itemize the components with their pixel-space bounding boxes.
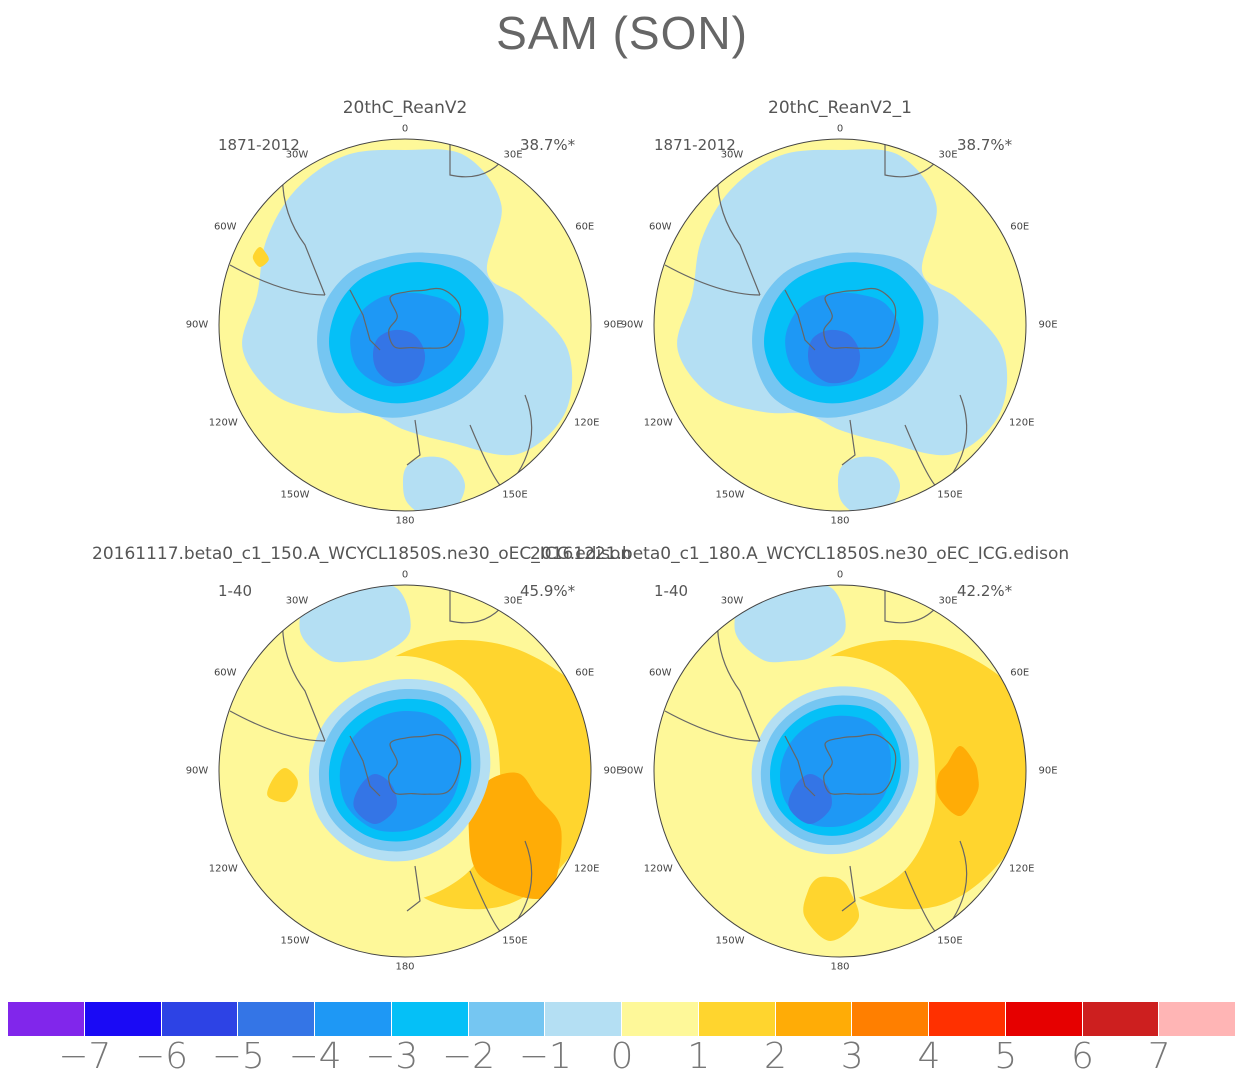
colorbar-tick-label: 1 <box>687 1036 711 1077</box>
lon-label-30e: 30E <box>503 149 523 161</box>
panel-variance: 42.2%* <box>957 582 1013 600</box>
colorbar-tick-label: 4 <box>917 1036 941 1077</box>
lon-label-120w: 120W <box>643 863 673 875</box>
colorbar-swatch <box>84 1002 162 1036</box>
colorbar-tick-label: −1 <box>518 1036 572 1077</box>
panel-title: 20thC_ReanV2_1 <box>768 98 912 118</box>
lon-label-90w: 90W <box>620 319 644 331</box>
colorbar-swatch <box>1082 1002 1160 1036</box>
lon-label-0: 0 <box>836 569 844 581</box>
colorbar-swatch <box>315 1002 392 1036</box>
panel-title: 20161221.beta0_c1_180.A_WCYCL1850S.ne30_… <box>530 544 1070 564</box>
colorbar-swatch <box>929 1002 1006 1036</box>
lon-label-30e: 30E <box>938 149 958 161</box>
lon-label-150w: 150W <box>715 935 745 947</box>
colorbar-tick-label: 7 <box>1147 1036 1171 1077</box>
colorbar-swatch <box>468 1002 546 1036</box>
lon-label-30e: 30E <box>938 595 958 607</box>
colorbar-swatch <box>161 1002 239 1036</box>
lon-label-60w: 60W <box>213 221 237 233</box>
lon-label-150e: 150E <box>502 935 528 947</box>
lon-label-150e: 150E <box>937 489 963 501</box>
lon-label-90e: 90E <box>1038 319 1058 331</box>
lon-label-180: 180 <box>395 961 415 973</box>
lon-label-60e: 60E <box>575 221 595 233</box>
colorbar-swatch <box>852 1002 929 1036</box>
colorbar <box>8 1002 1236 1036</box>
lon-label-0: 0 <box>401 123 409 135</box>
colorbar-swatch <box>698 1002 776 1036</box>
lon-label-90w: 90W <box>185 319 209 331</box>
lon-label-150w: 150W <box>280 935 310 947</box>
lon-label-30w: 30W <box>720 149 744 161</box>
colorbar-swatch <box>775 1002 853 1036</box>
lon-label-180: 180 <box>830 515 850 527</box>
colorbar-swatch <box>1159 1002 1236 1036</box>
lon-label-120w: 120W <box>643 417 673 429</box>
colorbar-tick-label: −4 <box>288 1036 342 1077</box>
main-title: SAM (SON) <box>496 7 748 59</box>
lon-label-60w: 60W <box>648 667 672 679</box>
colorbar-swatch <box>8 1002 85 1036</box>
lon-label-120e: 120E <box>574 863 600 875</box>
lon-label-30w: 30W <box>720 595 744 607</box>
lon-label-0: 0 <box>401 569 409 581</box>
lon-label-30w: 30W <box>285 595 309 607</box>
lon-label-60w: 60W <box>213 667 237 679</box>
colorbar-tick-label: 2 <box>764 1036 787 1077</box>
colorbar-tick-label: 5 <box>994 1036 1018 1077</box>
lon-label-90w: 90W <box>620 765 644 777</box>
lon-label-30e: 30E <box>503 595 523 607</box>
lon-label-150w: 150W <box>280 489 310 501</box>
panel-variance: 45.9%* <box>520 582 576 600</box>
contour-light-blue <box>242 149 573 456</box>
lon-label-60e: 60E <box>575 667 595 679</box>
lon-label-120w: 120W <box>208 417 238 429</box>
colorbar-tick-label: 0 <box>610 1036 634 1077</box>
lon-label-60e: 60E <box>1010 667 1030 679</box>
lon-label-30w: 30W <box>285 149 309 161</box>
lon-label-150w: 150W <box>715 489 745 501</box>
colorbar-swatch <box>622 1002 699 1036</box>
colorbar-tick-label: −3 <box>365 1036 419 1077</box>
lon-label-90e: 90E <box>603 765 623 777</box>
colorbar-tick-label: −5 <box>211 1036 265 1077</box>
colorbar-tick-label: −2 <box>441 1036 496 1077</box>
lon-label-180: 180 <box>395 515 415 527</box>
colorbar-swatch <box>391 1002 469 1036</box>
lon-label-120w: 120W <box>208 863 238 875</box>
colorbar-swatch <box>1005 1002 1083 1036</box>
lon-label-120e: 120E <box>1009 417 1035 429</box>
lon-label-150e: 150E <box>937 935 963 947</box>
lon-label-180: 180 <box>830 961 850 973</box>
colorbar-tick-label: −7 <box>58 1036 112 1077</box>
panel-title: 20161117.beta0_c1_150.A_WCYCL1850S.ne30_… <box>92 544 632 564</box>
lon-label-60e: 60E <box>1010 221 1030 233</box>
colorbar-tick-label: 3 <box>840 1036 864 1077</box>
panel-period: 1-40 <box>654 582 689 600</box>
colorbar-tick-label: 6 <box>1071 1036 1094 1077</box>
contour-light-blue <box>677 149 1008 456</box>
lon-label-60w: 60W <box>648 221 672 233</box>
lon-label-90e: 90E <box>603 319 623 331</box>
lon-label-90w: 90W <box>185 765 209 777</box>
panel-period: 1-40 <box>218 582 253 600</box>
panel-variance: 38.7%* <box>957 136 1013 154</box>
lon-label-120e: 120E <box>1009 863 1035 875</box>
lon-label-0: 0 <box>836 123 844 135</box>
colorbar-labels: −7 −6 −5 −4 −3 −2 −1 0 1 2 3 4 5 6 7 <box>8 1036 1236 1082</box>
lon-label-150e: 150E <box>502 489 528 501</box>
colorbar-swatch <box>545 1002 622 1036</box>
panel-variance: 38.7%* <box>520 136 576 154</box>
lon-label-90e: 90E <box>1038 765 1058 777</box>
panel-title: 20thC_ReanV2 <box>342 98 468 118</box>
colorbar-swatch <box>238 1002 315 1036</box>
lon-label-120e: 120E <box>574 417 600 429</box>
colorbar-tick-label: −6 <box>134 1036 189 1077</box>
